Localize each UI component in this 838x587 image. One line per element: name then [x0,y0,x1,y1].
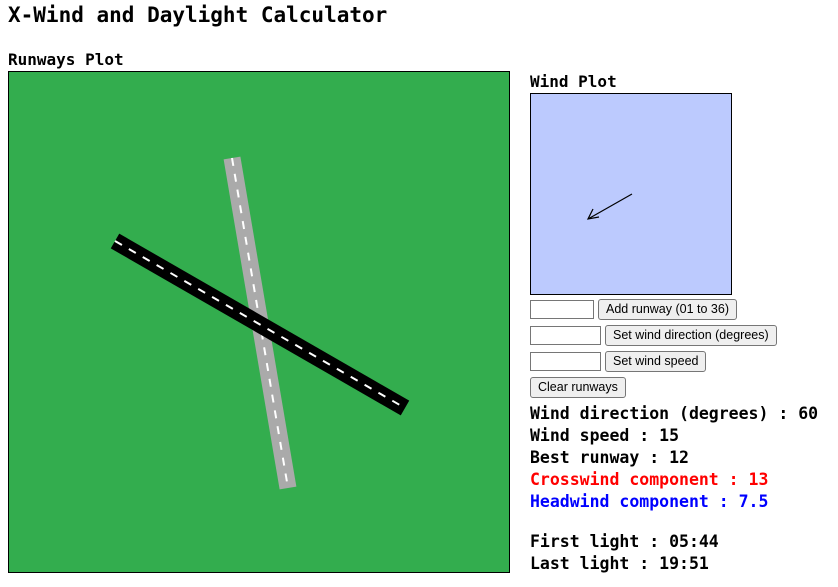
clear-runways-row: Clear runways [530,377,626,398]
crosswind-readout: Crosswind component : 13 [530,470,769,489]
clear-runways-button[interactable]: Clear runways [530,377,626,398]
wind-direction-readout: Wind direction (degrees) : 60 [530,404,819,423]
set-wind-speed-button[interactable]: Set wind speed [605,351,707,372]
wind-speed-input[interactable] [530,352,601,371]
first-light-readout: First light : 05:44 [530,532,719,551]
add-runway-button[interactable]: Add runway (01 to 36) [598,299,737,320]
set-wind-direction-button[interactable]: Set wind direction (degrees) [605,325,777,346]
results-panel: Wind direction (degrees) : 60 Wind speed… [530,403,818,575]
wind-speed-row: Set wind speed [530,351,707,372]
wind-arrow-icon [586,193,633,220]
results-spacer [530,513,818,531]
wind-plot-title: Wind Plot [530,72,617,91]
wind-speed-readout: Wind speed : 15 [530,426,680,445]
runways-plot-svg [110,156,410,490]
page-title: X-Wind and Daylight Calculator [8,3,388,27]
wind-plot-svg [586,193,633,220]
headwind-readout: Headwind component : 7.5 [530,492,769,511]
last-light-readout: Last light : 19:51 [530,554,709,573]
wind-direction-row: Set wind direction (degrees) [530,325,777,346]
runway-black-centerline [114,240,406,409]
runways-plot-title: Runways Plot [8,50,124,69]
runway-black [110,233,410,416]
runway-number-input[interactable] [530,300,594,319]
wind-plot-canvas [530,93,732,295]
wind-direction-input[interactable] [530,326,601,345]
runways-plot-canvas [8,71,510,573]
best-runway-readout: Best runway : 12 [530,448,689,467]
add-runway-row: Add runway (01 to 36) [530,299,737,320]
